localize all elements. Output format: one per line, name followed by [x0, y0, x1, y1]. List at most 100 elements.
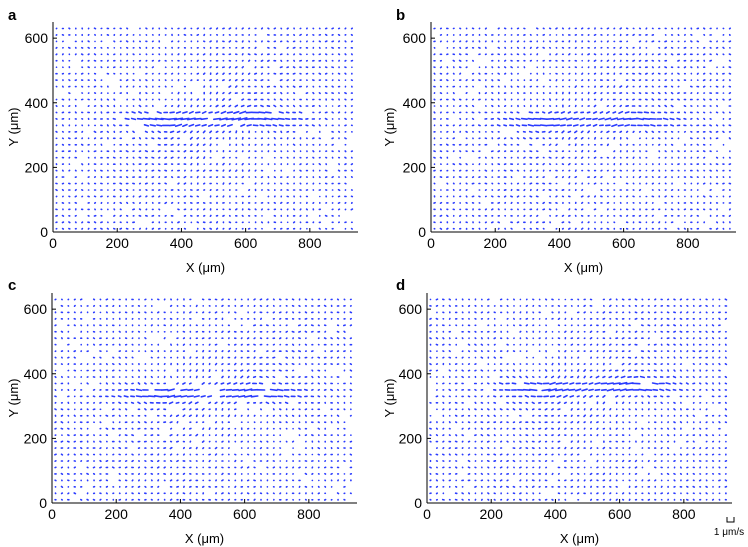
flow-vector [55, 188, 58, 192]
flow-vector [175, 414, 180, 418]
flow-vector [150, 382, 154, 385]
flow-vector [527, 117, 535, 120]
flow-vector [525, 408, 529, 411]
flow-vector [190, 104, 193, 108]
flow-vector [690, 40, 693, 43]
flow-vector [221, 472, 224, 476]
flow-vector [227, 498, 231, 501]
flow-vector [487, 498, 490, 501]
flow-vector [304, 414, 308, 417]
flow-vector [435, 485, 439, 488]
flow-vector [298, 427, 301, 430]
flow-vector [493, 479, 497, 482]
flow-vector [137, 485, 141, 488]
flow-vector [467, 408, 471, 411]
flow-vector [269, 388, 278, 392]
flow-vector [490, 221, 494, 224]
flow-vector [429, 362, 432, 366]
flow-vector [221, 440, 224, 443]
flow-vector [74, 188, 77, 192]
flow-vector [557, 427, 561, 430]
flow-vector [228, 227, 232, 230]
flow-vector [506, 375, 510, 379]
flow-vector [448, 369, 451, 372]
flow-vector [561, 98, 565, 101]
flow-vector [324, 214, 328, 217]
flow-vector [499, 485, 503, 488]
flow-vector [219, 388, 226, 392]
flow-vector [169, 498, 173, 501]
flow-vector [207, 123, 214, 127]
flow-vector [474, 343, 477, 346]
flow-vector [593, 176, 597, 179]
flow-vector [467, 304, 471, 308]
flow-vector [292, 85, 296, 88]
flow-vector [715, 221, 719, 224]
flow-vector [131, 440, 134, 443]
flow-vector [118, 472, 121, 476]
flow-vector [452, 98, 456, 101]
flow-vector [157, 311, 160, 314]
flow-vector [570, 453, 574, 456]
flow-vector [183, 195, 187, 198]
flow-vector [272, 298, 275, 301]
x-tick-label: 600 [233, 506, 257, 522]
flow-vector [515, 117, 521, 121]
flow-vector [564, 369, 567, 372]
flow-vector [80, 401, 83, 404]
flow-vector [690, 59, 693, 62]
flow-vector [278, 124, 284, 127]
flow-vector [497, 208, 500, 211]
flow-vector [465, 130, 468, 133]
flow-vector [231, 388, 239, 392]
flow-vector [117, 395, 122, 398]
flow-vector [68, 221, 71, 224]
flow-vector [581, 188, 584, 192]
flow-vector [569, 382, 575, 385]
flow-vector [299, 176, 302, 179]
flow-vector [318, 227, 321, 230]
flow-vector [523, 188, 526, 192]
flow-vector [529, 169, 533, 172]
y-tick-label: 0 [418, 224, 426, 240]
flow-vector [702, 195, 706, 198]
flow-vector [175, 401, 180, 404]
flow-vector [247, 72, 251, 75]
flow-vector [221, 375, 224, 379]
flow-vector [283, 395, 290, 398]
flow-vector [182, 382, 186, 385]
flow-vector [317, 382, 321, 385]
flow-vector [169, 421, 173, 424]
flow-vector [112, 362, 115, 366]
flow-vector [529, 195, 533, 198]
flow-vector [234, 375, 237, 379]
flow-vector [253, 362, 256, 366]
flow-vector [555, 382, 563, 385]
flow-vector [247, 330, 250, 333]
flow-vector [245, 382, 251, 385]
flow-vector [259, 124, 265, 127]
flow-vector [349, 311, 353, 314]
flow-vector [73, 453, 76, 456]
flow-vector [461, 498, 464, 501]
flow-vector [581, 72, 584, 75]
flow-vector [606, 130, 610, 134]
flow-vector [156, 466, 160, 469]
flow-vector [512, 401, 516, 405]
flow-vector [324, 395, 327, 398]
flow-vector [132, 163, 135, 166]
flow-vector [491, 92, 494, 95]
flow-vector [580, 201, 584, 204]
flow-vector [266, 59, 270, 62]
flow-vector [503, 195, 507, 198]
flow-vector [487, 492, 490, 495]
flow-vector [567, 162, 571, 166]
flow-vector [73, 304, 76, 308]
flow-vector [331, 46, 335, 49]
flow-vector [60, 453, 64, 456]
flow-vector [465, 79, 468, 82]
flow-vector [238, 388, 246, 392]
flow-vector [202, 414, 205, 418]
flow-vector [599, 111, 604, 114]
flow-vector [151, 227, 155, 230]
